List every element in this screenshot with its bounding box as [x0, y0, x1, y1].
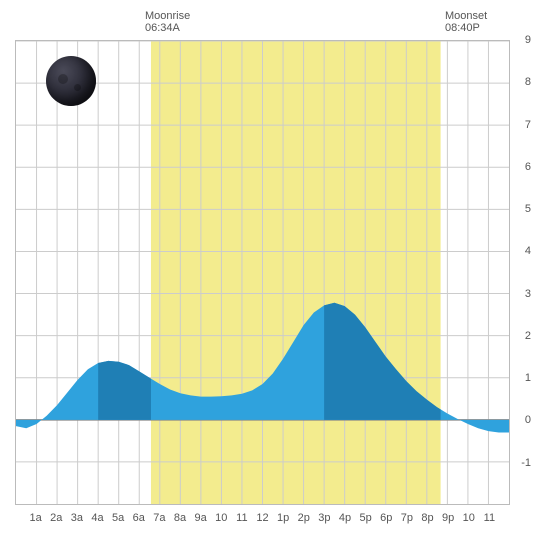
header-labels: Moonrise 06:34A Moonset 08:40P	[15, 10, 535, 40]
x-tick: 1p	[277, 512, 289, 524]
moonset-title: Moonset	[445, 10, 487, 22]
x-tick: 10	[215, 512, 227, 524]
x-tick: 8a	[174, 512, 186, 524]
y-tick: -1	[521, 457, 531, 469]
x-tick: 10	[463, 512, 475, 524]
x-tick: 6p	[380, 512, 392, 524]
moonset-label: Moonset 08:40P	[445, 10, 487, 34]
x-tick: 1a	[30, 512, 42, 524]
x-tick: 4p	[339, 512, 351, 524]
daylight-band	[151, 41, 441, 504]
x-tick: 11	[484, 512, 495, 524]
x-tick: 2a	[50, 512, 62, 524]
y-tick: 6	[525, 161, 531, 173]
x-tick: 5p	[360, 512, 372, 524]
x-tick: 7a	[153, 512, 165, 524]
x-tick: 7p	[401, 512, 413, 524]
y-tick: 1	[525, 372, 531, 384]
y-tick: 9	[525, 34, 531, 46]
y-tick: 7	[525, 119, 531, 131]
moon-icon	[46, 56, 96, 106]
x-tick: 6a	[133, 512, 145, 524]
x-tick: 3p	[318, 512, 330, 524]
plot-svg	[16, 41, 509, 504]
y-axis: -10123456789	[513, 40, 535, 505]
x-tick: 3a	[71, 512, 83, 524]
x-tick: 5a	[112, 512, 124, 524]
x-tick: 9p	[442, 512, 454, 524]
y-tick: 4	[525, 245, 531, 257]
y-tick: 2	[525, 330, 531, 342]
x-axis: 1a 2a 3a 4a 5a 6a 7a 8a 9a 10 11 12 1p 2p 3p 4p 5p 6p 7p 8p…	[15, 512, 510, 532]
x-tick: 12	[256, 512, 268, 524]
y-tick: 0	[525, 414, 531, 426]
tide-chart: Moonrise 06:34A Moonset 08:40P -10123456…	[15, 10, 535, 540]
moonset-time: 08:40P	[445, 22, 487, 34]
plot-area	[15, 40, 510, 505]
moonrise-title: Moonrise	[145, 10, 190, 22]
x-tick: 8p	[421, 512, 433, 524]
moonrise-label: Moonrise 06:34A	[145, 10, 190, 34]
x-tick: 2p	[298, 512, 310, 524]
x-tick: 4a	[91, 512, 103, 524]
tide-area-dark	[98, 361, 151, 420]
y-tick: 5	[525, 203, 531, 215]
moonrise-time: 06:34A	[145, 22, 190, 34]
y-tick: 8	[525, 76, 531, 88]
x-tick: 11	[236, 512, 247, 524]
x-tick: 9a	[195, 512, 207, 524]
y-tick: 3	[525, 288, 531, 300]
